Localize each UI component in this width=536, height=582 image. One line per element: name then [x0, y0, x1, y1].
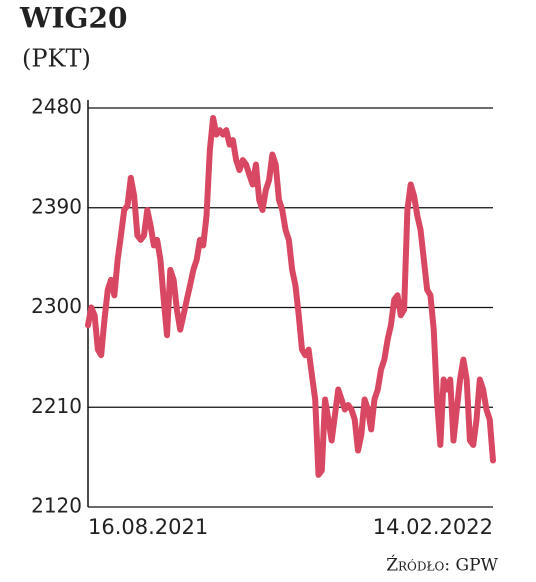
y-tick-label: 2120: [31, 494, 82, 518]
x-tick-label: 14.02.2022: [373, 515, 493, 539]
y-tick-label: 2300: [31, 294, 82, 318]
source: Źródło: GPW: [386, 555, 498, 576]
data-line: [85, 114, 496, 478]
chart-subtitle: (PKT): [22, 45, 91, 73]
chart-title: WIG20: [19, 2, 127, 35]
y-tick-label: 2390: [31, 194, 82, 218]
y-tick-label: 2210: [31, 394, 82, 418]
x-tick-label: 16.08.2021: [88, 515, 208, 539]
y-tick-label: 2480: [31, 95, 82, 119]
